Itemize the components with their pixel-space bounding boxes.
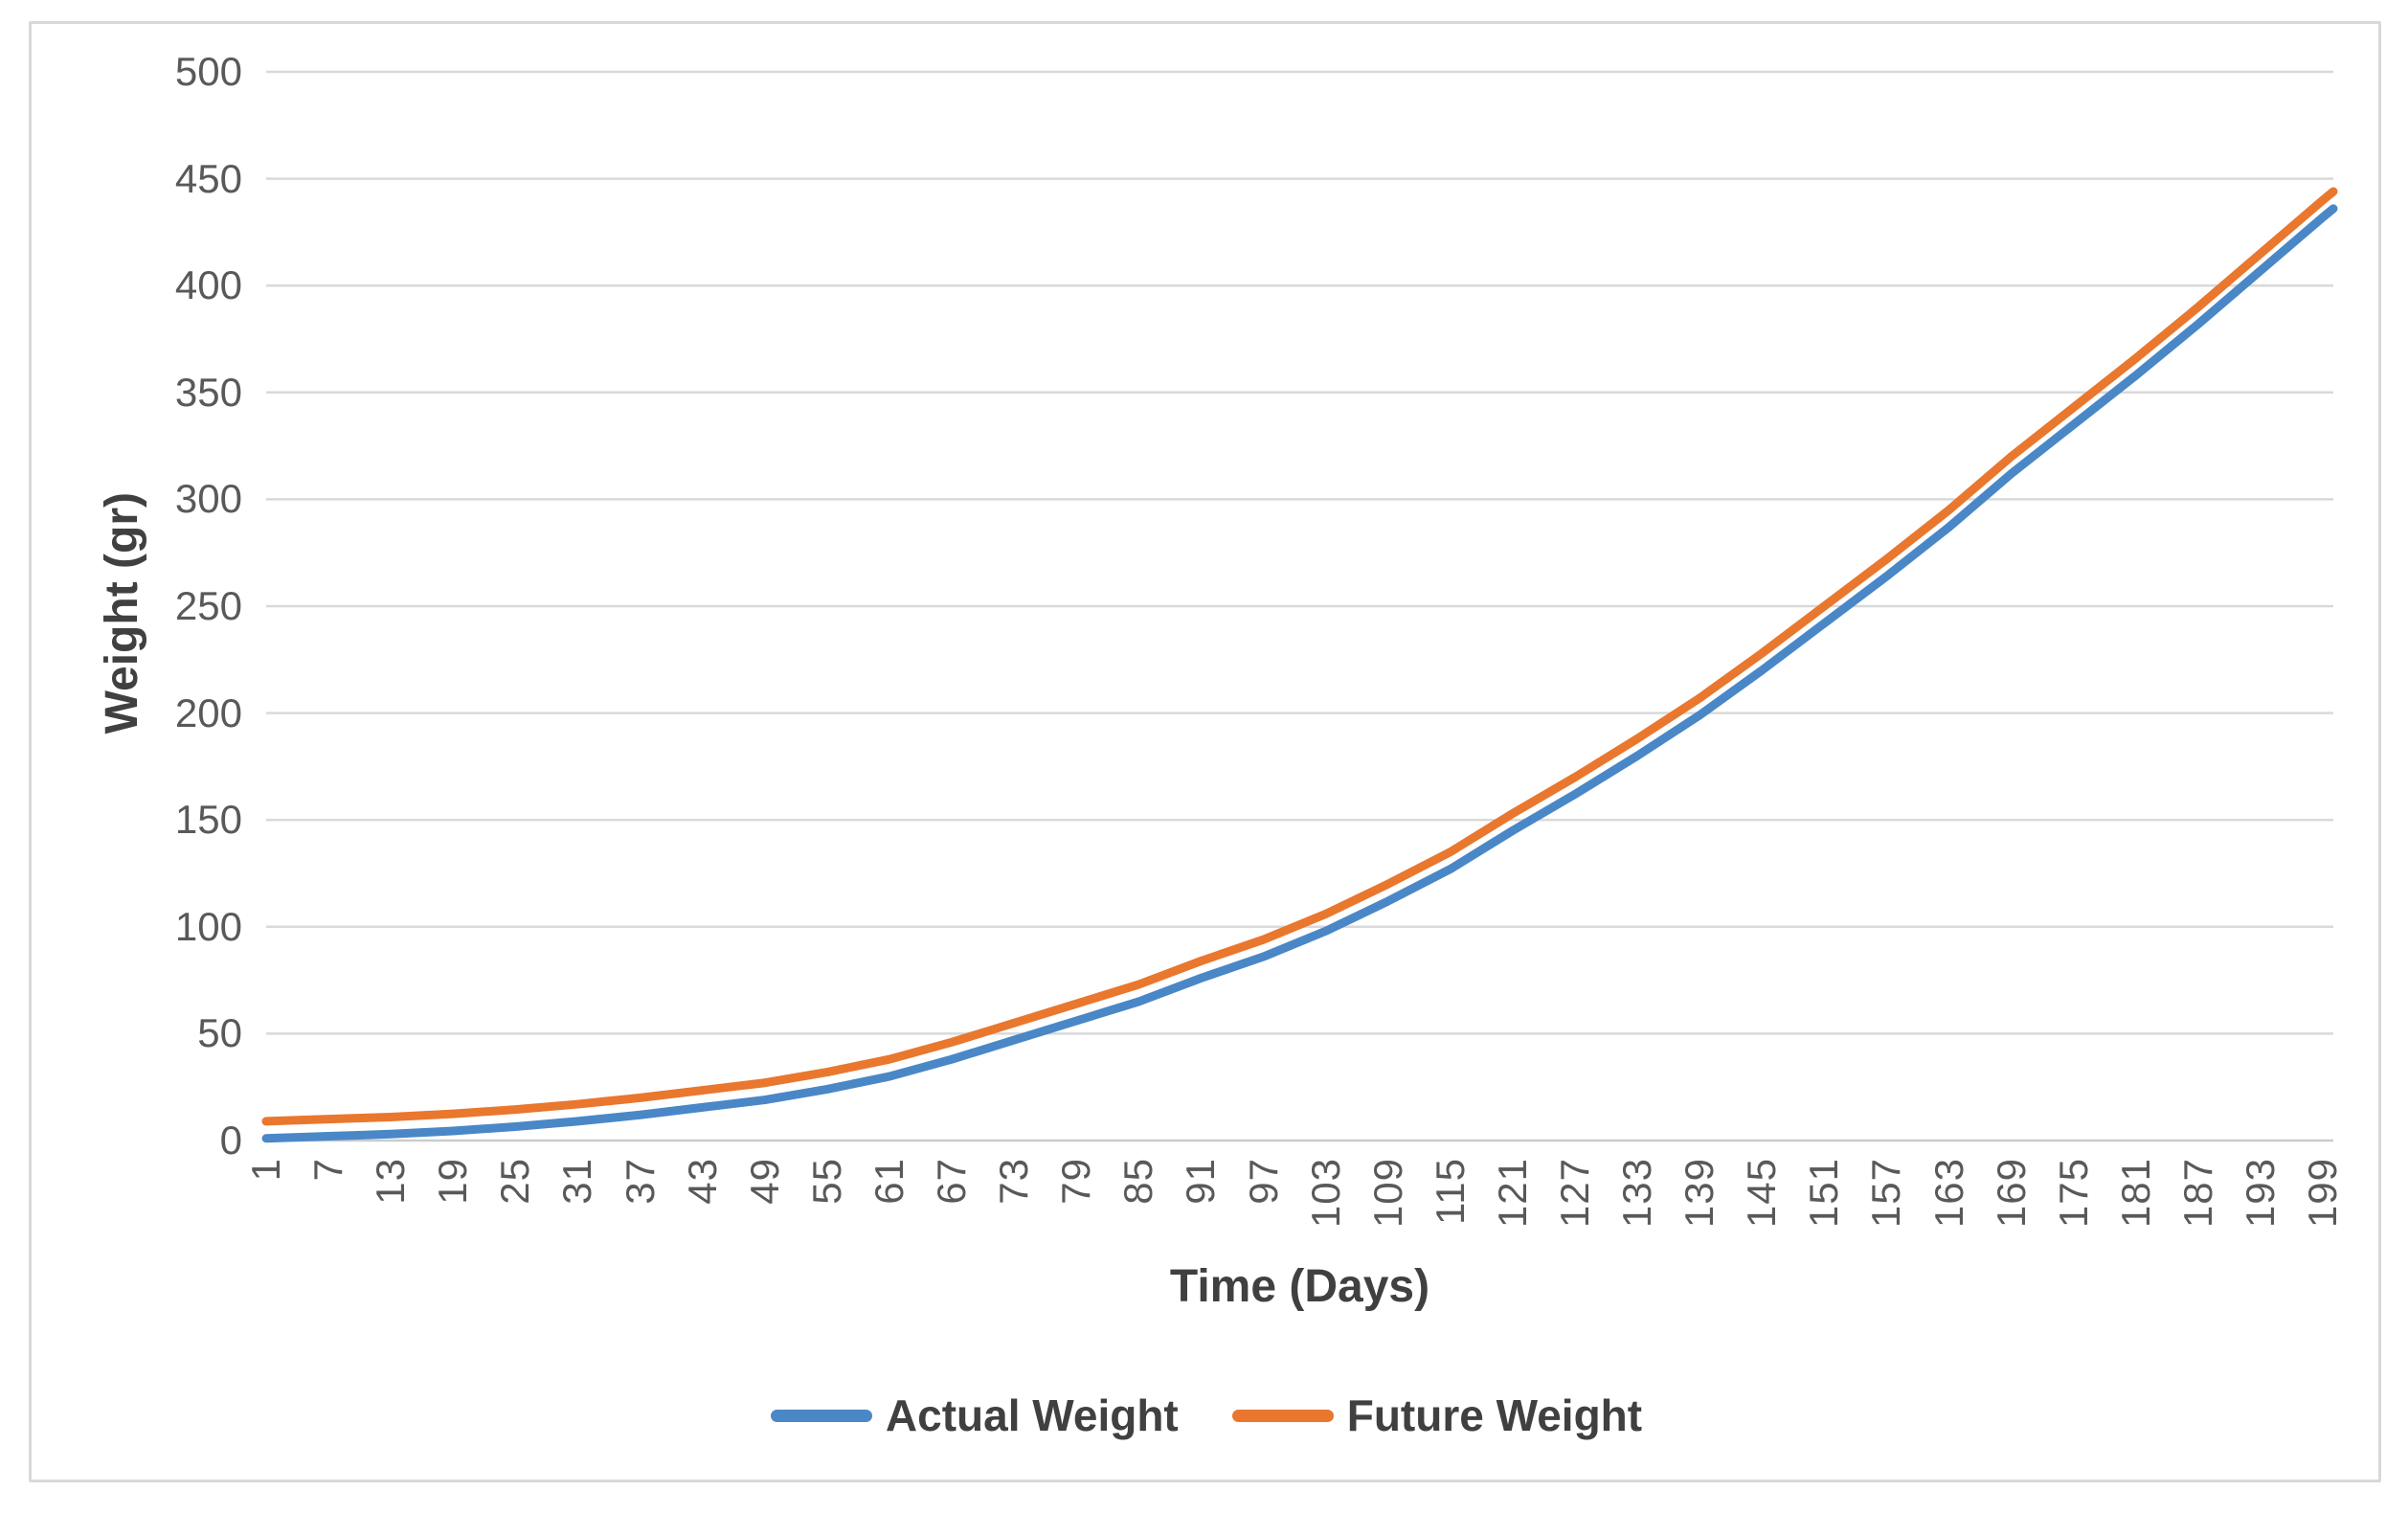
x-tick-label: 115	[1427, 1158, 1473, 1225]
y-tick-label: 500	[174, 49, 242, 94]
x-tick-label: 61	[866, 1158, 911, 1205]
legend: Actual Weight Future Weight	[29, 1390, 2384, 1440]
y-tick-label: 200	[174, 689, 242, 735]
y-tick-label: 450	[174, 155, 242, 201]
x-tick-label: 13	[368, 1158, 414, 1205]
legend-swatch-future-weight	[1231, 1409, 1334, 1422]
x-tick-label: 43	[679, 1158, 725, 1205]
x-tick-label: 193	[2238, 1158, 2284, 1229]
x-tick-label: 145	[1739, 1158, 1785, 1229]
legend-item-actual-weight: Actual Weight	[770, 1390, 1179, 1440]
y-tick-label: 400	[174, 262, 242, 308]
x-tick-label: 181	[2112, 1158, 2158, 1229]
x-tick-label: 121	[1489, 1158, 1535, 1229]
x-tick-label: 55	[803, 1158, 849, 1205]
x-tick-label: 37	[617, 1158, 663, 1205]
x-tick-label: 163	[1925, 1158, 1971, 1229]
x-tick-label: 151	[1801, 1158, 1847, 1229]
x-tick-label: 49	[741, 1158, 787, 1205]
x-tick-label: 169	[1988, 1158, 2034, 1229]
x-tick-label: 25	[492, 1158, 538, 1205]
legend-label-future-weight: Future Weight	[1346, 1390, 1643, 1440]
legend-swatch-actual-weight	[770, 1409, 872, 1422]
x-tick-label: 199	[2300, 1158, 2346, 1229]
y-tick-label: 250	[174, 583, 242, 628]
y-tick-label: 150	[174, 797, 242, 843]
y-tick-label: 300	[174, 476, 242, 522]
x-tick-label: 187	[2174, 1158, 2220, 1229]
x-tick-label: 79	[1053, 1158, 1099, 1205]
x-axis-title: Time (Days)	[1169, 1261, 1430, 1312]
y-tick-label: 50	[197, 1010, 242, 1056]
y-tick-label: 100	[174, 903, 242, 949]
x-tick-label: 85	[1115, 1158, 1161, 1205]
x-tick-label: 73	[991, 1158, 1037, 1205]
x-tick-label: 31	[554, 1158, 600, 1205]
legend-item-future-weight: Future Weight	[1231, 1390, 1643, 1440]
x-tick-label: 175	[2050, 1158, 2096, 1229]
x-tick-label: 139	[1677, 1158, 1722, 1229]
x-tick-label: 67	[929, 1158, 975, 1205]
y-tick-label: 0	[219, 1118, 242, 1163]
x-tick-label: 91	[1178, 1158, 1224, 1205]
legend-label-actual-weight: Actual Weight	[885, 1390, 1179, 1440]
y-tick-label: 350	[174, 369, 242, 415]
x-tick-label: 1	[243, 1158, 288, 1182]
x-tick-label: 19	[430, 1158, 476, 1205]
x-tick-label: 97	[1240, 1158, 1286, 1205]
x-tick-label: 127	[1552, 1158, 1597, 1229]
x-tick-label: 109	[1364, 1158, 1410, 1229]
x-tick-label: 157	[1863, 1158, 1909, 1229]
x-tick-label: 103	[1302, 1158, 1348, 1229]
x-tick-label: 133	[1614, 1158, 1660, 1229]
y-axis-title: Weight (gr)	[97, 492, 147, 734]
x-tick-label: 7	[305, 1158, 351, 1182]
